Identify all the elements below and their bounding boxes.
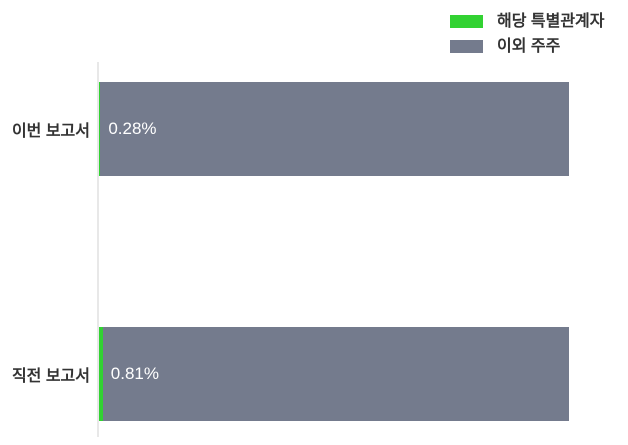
bar-segment-special bbox=[99, 82, 101, 176]
bar-stack: 0.81% bbox=[99, 327, 569, 421]
legend-swatch-gray bbox=[450, 40, 483, 53]
category-label: 직전 보고서 bbox=[11, 368, 90, 385]
legend-item-special: 해당 특별관계자 bbox=[450, 13, 605, 30]
bar-row-current-report: 이번 보고서 0.28% bbox=[0, 82, 628, 176]
bar-stack: 0.28% bbox=[99, 82, 569, 176]
y-axis-line bbox=[97, 62, 99, 437]
chart-legend: 해당 특별관계자 이외 주주 bbox=[450, 13, 605, 55]
legend-item-others: 이외 주주 bbox=[450, 38, 605, 55]
bar-segment-others: 0.81% bbox=[102, 327, 569, 421]
bar-segment-special bbox=[99, 327, 103, 421]
legend-label: 이외 주주 bbox=[497, 37, 561, 55]
bar-value-label: 0.81% bbox=[110, 364, 159, 383]
bar-row-previous-report: 직전 보고서 0.81% bbox=[0, 327, 628, 421]
category-label: 이번 보고서 bbox=[11, 123, 90, 140]
legend-label: 해당 특별관계자 bbox=[497, 12, 605, 30]
bar-value-label: 0.28% bbox=[108, 119, 157, 138]
legend-swatch-green bbox=[450, 15, 483, 28]
bar-segment-others: 0.28% bbox=[100, 82, 569, 176]
